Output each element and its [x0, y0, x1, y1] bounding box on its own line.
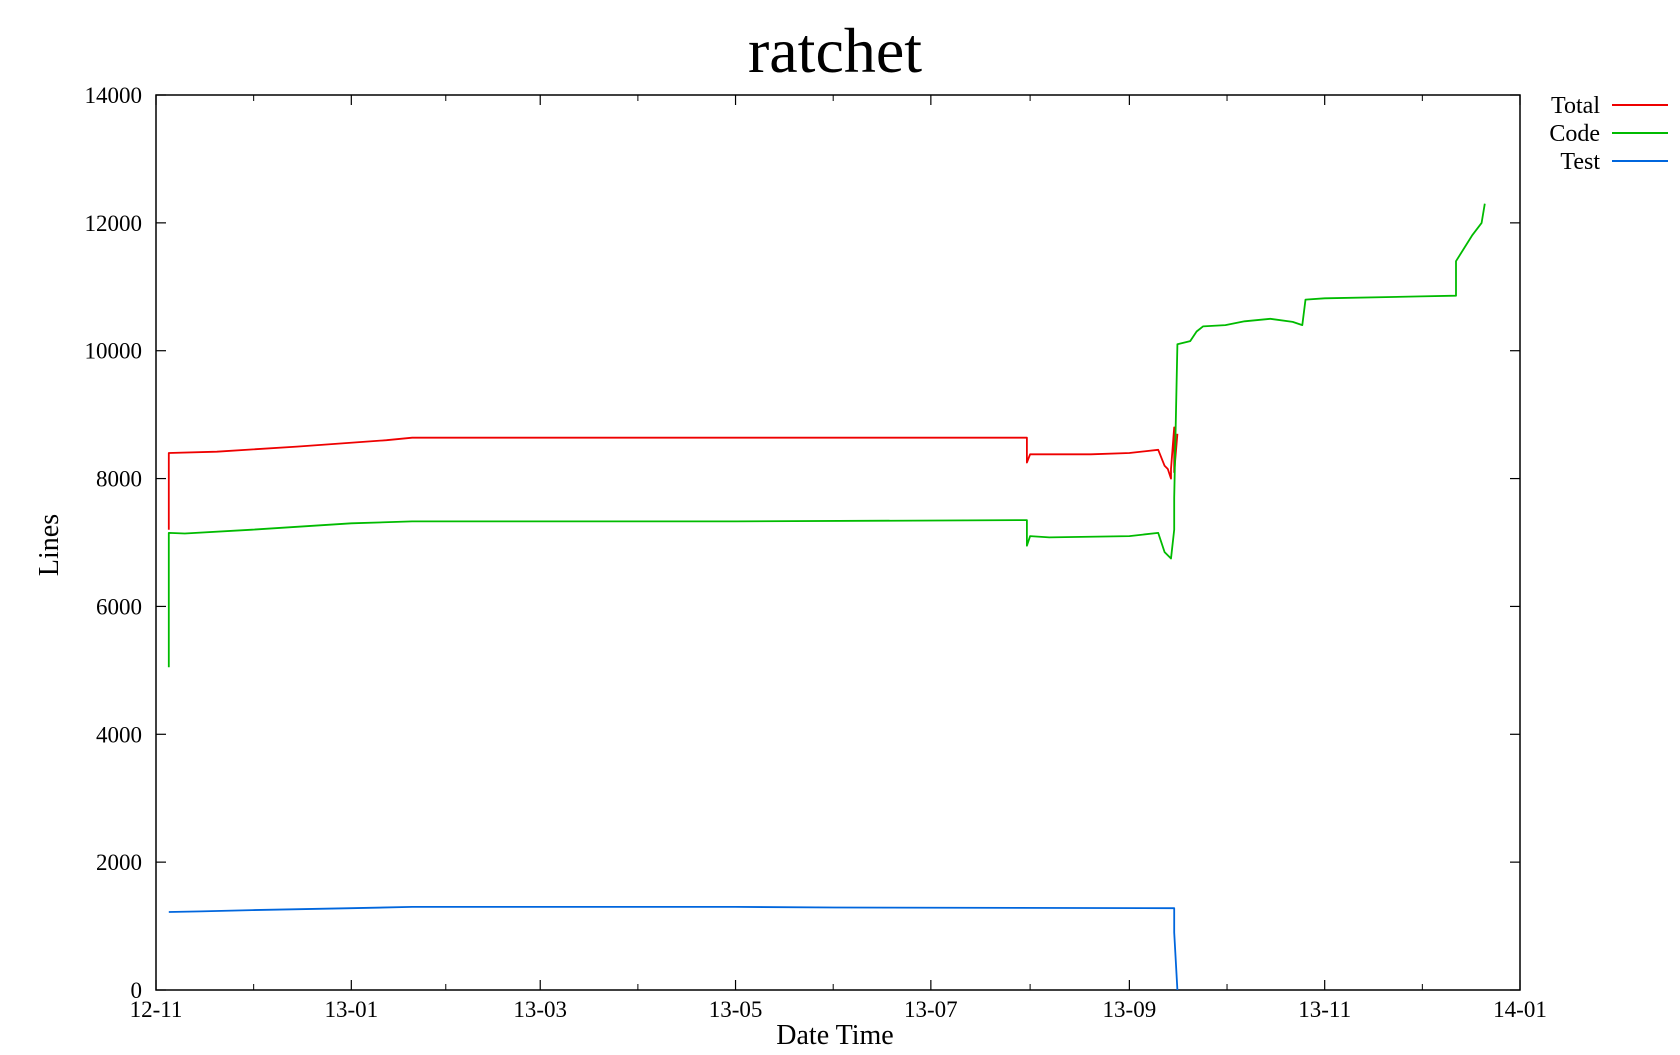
y-axis-title: Lines: [34, 514, 65, 576]
y-tick-label: 6000: [96, 594, 142, 619]
y-tick-label: 10000: [85, 339, 143, 364]
plot-frame: [155, 94, 1521, 991]
series-line-code: [167, 203, 1486, 668]
y-tick-label: 14000: [85, 83, 143, 108]
x-tick-label: 13-07: [904, 997, 958, 1022]
y-axis: 0 2000 4000 6000 8000 10000 12000 14000: [85, 83, 1520, 1003]
y-tick-label: 2000: [96, 850, 142, 875]
x-tick-label: 13-01: [324, 997, 378, 1022]
y-tick-label: 12000: [85, 211, 143, 236]
series-line-test: [168, 906, 1179, 991]
y-tick-label: 0: [131, 978, 143, 1003]
x-axis: 12-11 13-01 13-03 13-05 13-07 13-09 13-11 14-01: [130, 95, 1547, 1022]
legend-label-test: Test: [1560, 149, 1600, 175]
x-tick-label: 14-01: [1493, 997, 1547, 1022]
legend-label-code: Code: [1549, 121, 1600, 147]
y-tick-label: 8000: [96, 467, 142, 492]
chart-title: ratchet: [748, 15, 922, 86]
series-line-total: [167, 426, 1179, 530]
x-axis-title: Date Time: [776, 1020, 893, 1050]
x-tick-label: 13-03: [513, 997, 567, 1022]
y-tick-label: 4000: [96, 722, 142, 747]
legend-label-total: Total: [1551, 93, 1600, 119]
x-tick-label: 12-11: [130, 997, 183, 1022]
series-layer: [167, 203, 1486, 991]
x-tick-label: 13-11: [1298, 997, 1351, 1022]
x-tick-label: 13-09: [1103, 997, 1157, 1022]
x-tick-label: 13-05: [709, 997, 763, 1022]
